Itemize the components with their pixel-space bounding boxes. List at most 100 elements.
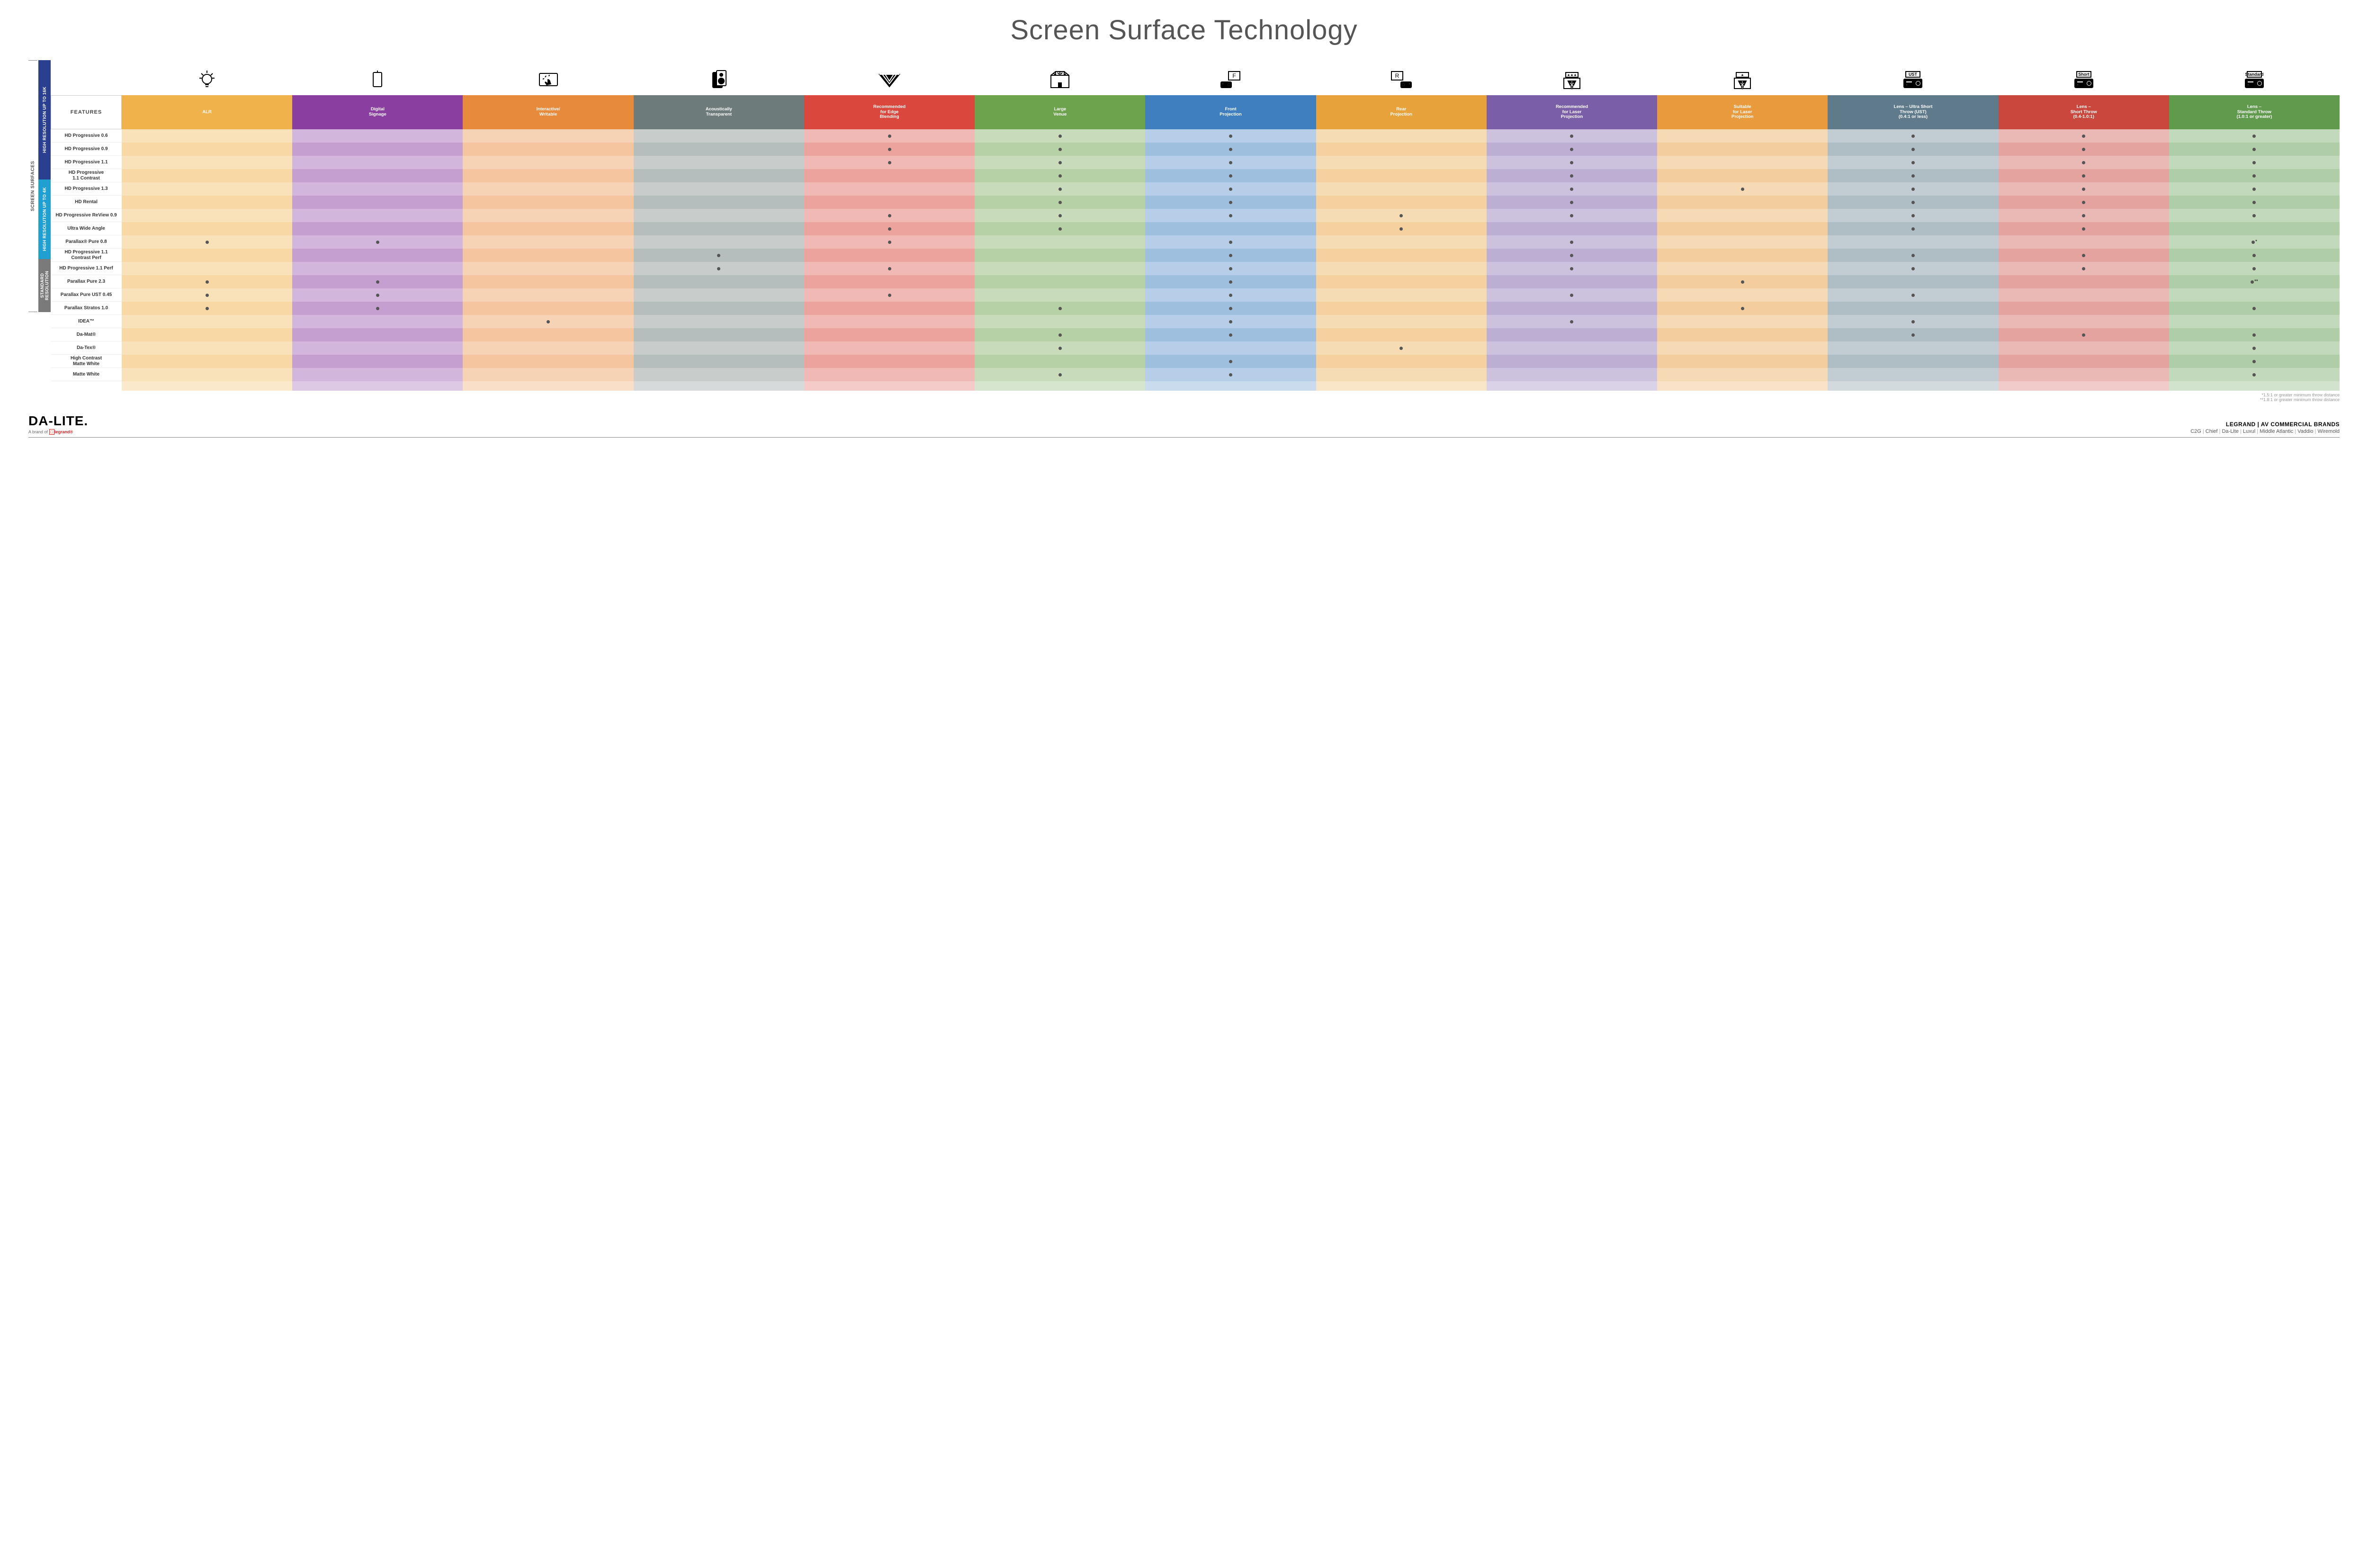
data-cell bbox=[1316, 196, 1487, 209]
data-cell bbox=[122, 235, 292, 249]
table-row: HD Progressive1.1 Contrast bbox=[51, 169, 2340, 182]
data-cell bbox=[1316, 182, 1487, 196]
data-cell bbox=[975, 169, 1145, 182]
data-cell bbox=[634, 288, 804, 302]
data-cell bbox=[1487, 262, 1657, 275]
data-cell bbox=[1145, 368, 1316, 381]
brand-item: Da-Lite bbox=[2222, 429, 2242, 434]
data-cell bbox=[1487, 341, 1657, 355]
data-cell bbox=[804, 196, 975, 209]
data-cell bbox=[2169, 249, 2340, 262]
data-cell bbox=[463, 355, 633, 368]
data-cell bbox=[1999, 143, 2169, 156]
data-cell bbox=[1999, 262, 2169, 275]
data-cell bbox=[2169, 368, 2340, 381]
data-cell bbox=[122, 209, 292, 222]
svg-text:UST: UST bbox=[1909, 72, 1918, 77]
column-icon bbox=[1487, 68, 1657, 93]
data-cell bbox=[1316, 156, 1487, 169]
data-cell bbox=[634, 182, 804, 196]
column-icon bbox=[463, 68, 633, 93]
data-cell bbox=[1999, 222, 2169, 235]
data-cell bbox=[1487, 315, 1657, 328]
row-label: Da-Mat® bbox=[51, 328, 122, 341]
table-row: HD Progressive ReView 0.9 bbox=[51, 209, 2340, 222]
brand-item: Vaddio bbox=[2297, 429, 2317, 434]
data-cell bbox=[292, 196, 463, 209]
data-cell bbox=[122, 249, 292, 262]
data-cell bbox=[1828, 275, 1998, 288]
data-cell bbox=[463, 169, 633, 182]
data-cell bbox=[634, 368, 804, 381]
data-cell bbox=[975, 222, 1145, 235]
data-cell bbox=[975, 288, 1145, 302]
data-cell bbox=[634, 275, 804, 288]
data-cell bbox=[1145, 355, 1316, 368]
data-cell bbox=[1828, 169, 1998, 182]
data-cell bbox=[1828, 368, 1998, 381]
table-row: Da-Tex® bbox=[51, 341, 2340, 355]
data-cell bbox=[1657, 262, 1828, 275]
data-cell bbox=[1999, 302, 2169, 315]
row-label: Ultra Wide Angle bbox=[51, 222, 122, 235]
column-icon: F bbox=[1145, 68, 1316, 93]
column-icon: UST bbox=[1828, 68, 1998, 93]
data-cell bbox=[1657, 341, 1828, 355]
data-cell bbox=[292, 143, 463, 156]
data-cell bbox=[975, 355, 1145, 368]
data-cell bbox=[975, 156, 1145, 169]
data-cell bbox=[804, 262, 975, 275]
table-row: Parallax Pure UST 0.45 bbox=[51, 288, 2340, 302]
data-cell bbox=[1145, 275, 1316, 288]
data-cell bbox=[1487, 302, 1657, 315]
data-cell bbox=[1828, 341, 1998, 355]
data-cell bbox=[1145, 196, 1316, 209]
data-cell bbox=[292, 355, 463, 368]
data-cell bbox=[1657, 169, 1828, 182]
data-cell bbox=[1487, 328, 1657, 341]
table-row: Parallax Pure 2.3** bbox=[51, 275, 2340, 288]
data-cell bbox=[2169, 129, 2340, 143]
brand-item: C2G bbox=[2190, 429, 2206, 434]
data-cell bbox=[1828, 249, 1998, 262]
data-cell bbox=[634, 355, 804, 368]
data-cell bbox=[292, 209, 463, 222]
data-cell bbox=[1657, 196, 1828, 209]
data-cell bbox=[1999, 275, 2169, 288]
data-cell bbox=[1828, 288, 1998, 302]
column-header: Interactive/Writable bbox=[463, 95, 633, 129]
row-label: Da-Tex® bbox=[51, 341, 122, 355]
table-row: IDEA™ bbox=[51, 315, 2340, 328]
data-cell bbox=[804, 249, 975, 262]
data-cell bbox=[1999, 169, 2169, 182]
data-cell bbox=[1145, 249, 1316, 262]
data-cell bbox=[463, 341, 633, 355]
row-label: HD Progressive 1.1Contrast Perf bbox=[51, 249, 122, 262]
data-cell bbox=[804, 209, 975, 222]
data-cell bbox=[634, 129, 804, 143]
table-row: Ultra Wide Angle bbox=[51, 222, 2340, 235]
column-icon bbox=[292, 68, 463, 93]
column-header: LargeVenue bbox=[975, 95, 1145, 129]
data-cell bbox=[975, 143, 1145, 156]
data-cell bbox=[463, 209, 633, 222]
data-cell bbox=[804, 288, 975, 302]
page-title: Screen Surface Technology bbox=[28, 14, 2340, 46]
data-cell bbox=[1828, 129, 1998, 143]
data-cell bbox=[1828, 328, 1998, 341]
data-cell bbox=[2169, 288, 2340, 302]
data-cell bbox=[1145, 315, 1316, 328]
data-cell bbox=[1487, 129, 1657, 143]
data-cell bbox=[975, 368, 1145, 381]
footnotes: *1.5:1 or greater minimum throw distance… bbox=[28, 393, 2340, 402]
data-cell bbox=[804, 129, 975, 143]
data-cell bbox=[1999, 129, 2169, 143]
data-cell bbox=[463, 262, 633, 275]
data-cell bbox=[1828, 315, 1998, 328]
data-cell bbox=[1487, 249, 1657, 262]
data-cell bbox=[975, 341, 1145, 355]
data-cell bbox=[1145, 235, 1316, 249]
data-cell bbox=[1657, 355, 1828, 368]
data-cell bbox=[122, 143, 292, 156]
footnote: **1.8:1 or greater minimum throw distanc… bbox=[28, 397, 2340, 402]
